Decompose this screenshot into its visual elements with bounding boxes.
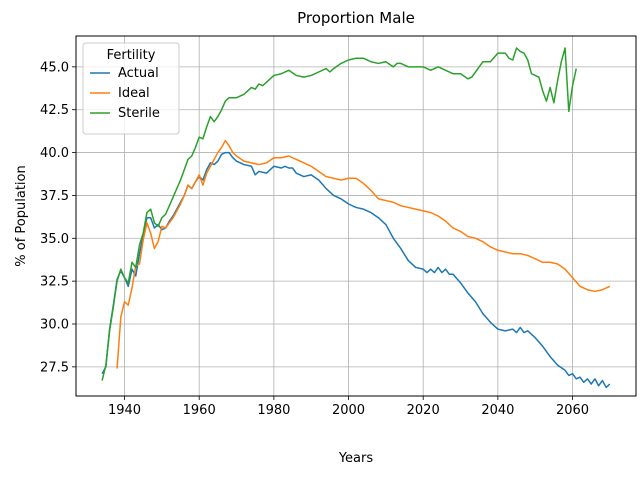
y-tick-label: 42.5 [40,103,69,118]
x-tick-label: 1960 [183,403,216,418]
y-tick-label: 45.0 [40,60,69,75]
x-tick-label: 2040 [481,403,514,418]
legend-label-sterile: Sterile [118,106,160,121]
grid-lines [76,36,636,396]
y-tick-label: 32.5 [40,275,69,290]
legend: Fertility Actual Ideal Sterile [82,42,180,135]
chart-title: Proportion Male [297,9,415,27]
legend-box [82,42,180,135]
y-tick-label: 35.0 [40,232,69,247]
series-lines [101,47,611,389]
series-line-sterile [101,47,578,381]
y-tick-label: 27.5 [40,360,69,375]
legend-label-ideal: Ideal [118,86,150,101]
x-axis-label: Years [338,451,374,466]
y-axis-ticks: 27.5 30.0 32.5 35.0 37.5 40.0 42.5 45.0 [40,60,76,375]
x-axis-ticks: 1940 1960 1980 2000 2020 2040 2060 [108,396,589,418]
series-line-ideal [116,139,611,369]
x-tick-label: 2020 [407,403,440,418]
y-tick-label: 37.5 [40,189,69,204]
legend-entries: Actual Ideal Sterile [90,66,160,121]
x-tick-label: 1940 [108,403,141,418]
legend-label-actual: Actual [118,66,159,81]
legend-title: Fertility [107,48,156,63]
x-tick-label: 2000 [332,403,365,418]
x-tick-label: 1980 [257,403,290,418]
y-axis-label: % of Population [14,165,29,266]
x-tick-label: 2060 [556,403,589,418]
y-tick-label: 40.0 [40,146,69,161]
plot-frame [75,35,637,397]
y-tick-label: 30.0 [40,318,69,333]
